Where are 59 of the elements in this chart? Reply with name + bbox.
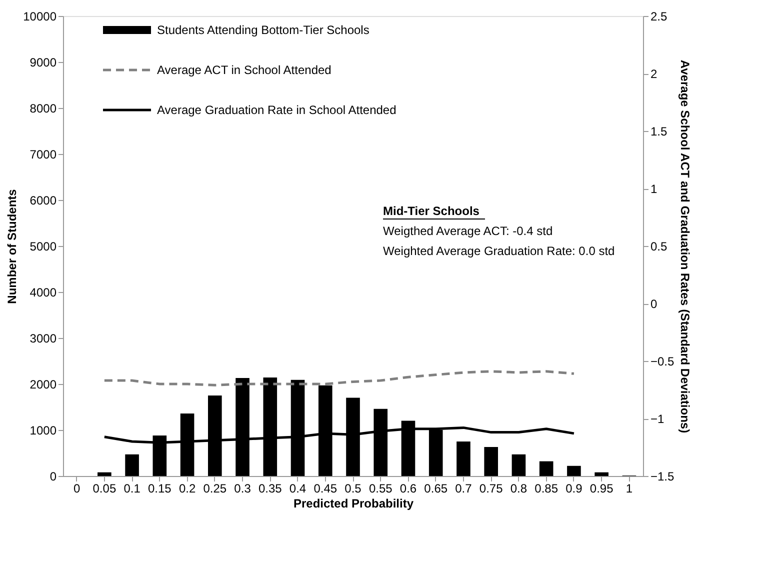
y2-tick-label: 0.5 xyxy=(650,240,668,254)
bar xyxy=(539,461,554,476)
y-tick-label: 9000 xyxy=(30,56,57,70)
x-tick-label: 0.35 xyxy=(258,482,282,496)
bar xyxy=(456,442,470,476)
y2-tick-label: 1.5 xyxy=(650,124,668,138)
y-tick-label: 3000 xyxy=(30,332,57,346)
x-tick-label: 0.05 xyxy=(92,482,116,496)
legend-label: Average Graduation Rate in School Attended xyxy=(157,103,396,117)
bar xyxy=(594,472,608,476)
annotation: Weighted Average Graduation Rate: 0.0 std xyxy=(383,244,615,258)
x-tick-label: 0.7 xyxy=(455,482,472,496)
bar xyxy=(567,466,581,476)
y2-axis-title: Average School ACT and Graduation Rates (Standard Deviations) xyxy=(678,60,692,434)
x-tick-label: 0.15 xyxy=(148,482,172,496)
x-tick-label: 0 xyxy=(73,482,80,496)
y-axis-title: Number of Students xyxy=(5,188,20,304)
y-tick-label: 7000 xyxy=(30,148,57,162)
x-tick-label: 0.65 xyxy=(424,482,448,496)
x-axis-title: Predicted Probability xyxy=(293,496,414,510)
x-tick-label: 0.55 xyxy=(368,482,393,496)
y2-tick-label: 0 xyxy=(650,297,658,311)
x-tick-label: 0.85 xyxy=(534,482,558,496)
y2-tick-label: 1 xyxy=(650,182,658,196)
y2-tick-label: 2.5 xyxy=(650,10,668,24)
x-tick-label: 0.45 xyxy=(314,482,338,496)
x-tick-label: 0.5 xyxy=(344,482,362,496)
bar xyxy=(512,454,526,476)
x-tick-label: 0.1 xyxy=(124,482,141,496)
line-series xyxy=(103,370,576,386)
y2-tick-label: −1 xyxy=(650,412,665,426)
y-tick-label: 2000 xyxy=(30,378,57,392)
legend-label: Students Attending Bottom-Tier Schools xyxy=(157,23,370,37)
x-tick-label: 0.3 xyxy=(234,482,252,496)
x-tick-label: 0.25 xyxy=(203,482,227,496)
y2-tick-label: −0.5 xyxy=(650,354,675,368)
bar xyxy=(125,454,139,476)
bar xyxy=(484,447,498,476)
y-tick-label: 4000 xyxy=(30,286,57,300)
x-tick-label: 0.4 xyxy=(289,482,306,496)
x-tick-label: 0.6 xyxy=(400,482,417,496)
annotation: Mid-Tier Schools xyxy=(383,204,480,218)
y2-tick-label: −1.5 xyxy=(650,470,675,484)
y-tick-label: 10000 xyxy=(23,10,57,24)
y-tick-label: 8000 xyxy=(30,102,57,116)
x-tick-label: 0.9 xyxy=(566,482,583,496)
y2-tick-label: 2 xyxy=(650,67,658,81)
y-tick-label: 1000 xyxy=(30,424,57,438)
y-tick-label: 6000 xyxy=(30,194,57,208)
x-tick-label: 1 xyxy=(626,482,633,496)
x-tick-label: 0.75 xyxy=(479,482,504,496)
x-tick-label: 0.8 xyxy=(510,482,528,496)
y-tick-label: 5000 xyxy=(30,240,57,254)
legend-label: Average ACT in School Attended xyxy=(157,63,332,77)
y-tick-label: 0 xyxy=(50,470,57,484)
annotation: Weigthed Average ACT: -0.4 std xyxy=(383,224,553,238)
x-tick-label: 0.2 xyxy=(178,482,196,496)
x-tick-label: 0.95 xyxy=(590,482,614,496)
bar xyxy=(98,472,112,476)
